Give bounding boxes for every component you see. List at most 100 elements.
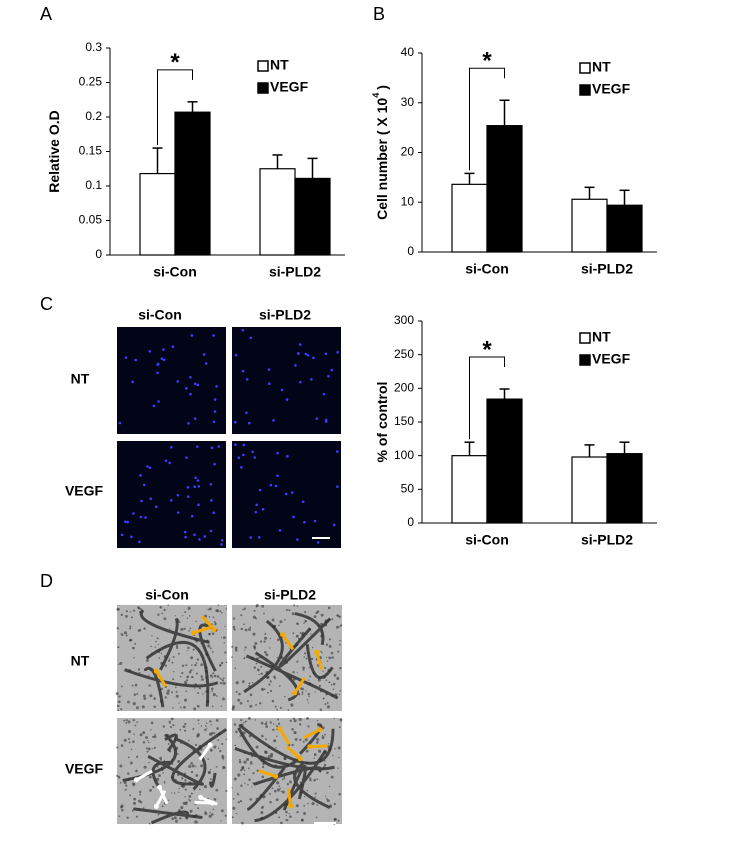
cell-speck [267, 755, 271, 759]
cell-speck [147, 747, 151, 751]
cell-speck [283, 618, 286, 621]
cell-speck [276, 656, 279, 659]
cell-speck [219, 610, 222, 613]
nucleus [204, 362, 208, 365]
nucleus [241, 328, 245, 332]
cell-speck [247, 716, 251, 720]
cell-speck [339, 625, 341, 628]
cell-speck [177, 760, 181, 764]
cell-speck [188, 615, 191, 617]
cell-speck [338, 726, 341, 729]
nucleus [162, 358, 166, 362]
nucleus [212, 334, 215, 337]
cell-speck [131, 684, 134, 687]
cell-speck [261, 775, 265, 779]
cell-speck [145, 747, 148, 750]
arrow-head [280, 632, 286, 638]
cell-speck [142, 807, 145, 809]
cell-speck [263, 612, 265, 615]
nucleus [209, 529, 213, 533]
cell-speck [149, 788, 152, 792]
cell-speck [181, 671, 184, 675]
cell-speck [264, 650, 267, 654]
nucleus [276, 451, 279, 455]
cell-speck [152, 735, 155, 738]
arrow-head [273, 773, 279, 779]
y-tick-label: 10 [401, 194, 415, 208]
cell-speck [205, 722, 208, 725]
cell-speck [159, 605, 162, 609]
cell-speck [185, 679, 189, 682]
cell-speck [240, 627, 244, 631]
y-tick-label: 0.3 [85, 40, 102, 54]
significance-bracket [157, 69, 193, 146]
cell-speck [174, 819, 178, 823]
cell-speck [133, 801, 137, 805]
cell-speck [255, 662, 258, 665]
cell-speck [231, 707, 235, 711]
cell-speck [196, 704, 200, 708]
cell-speck [289, 780, 292, 784]
cell-speck [244, 720, 247, 723]
cell-speck [261, 604, 265, 608]
cell-speck [210, 731, 214, 735]
legend-label: VEGF [592, 351, 631, 367]
cell-speck [252, 772, 255, 775]
nucleus [332, 523, 336, 527]
cell-speck [316, 719, 319, 722]
cell-speck [220, 678, 222, 680]
legend-label: NT [592, 329, 611, 345]
cell-speck [225, 608, 228, 610]
nucleus [134, 358, 138, 362]
nucleus [131, 380, 134, 384]
y-axis-label: Cell number ( X 104) [371, 85, 389, 220]
x-tick-label: si-Con [153, 264, 197, 280]
legend-label: NT [592, 59, 611, 75]
cell-speck [305, 690, 307, 692]
cell-speck [316, 741, 319, 744]
cell-speck [117, 700, 121, 704]
cell-speck [177, 652, 180, 655]
cell-speck [133, 733, 135, 735]
y-tick-label: 100 [394, 448, 414, 462]
nucleus [274, 484, 278, 488]
cell-speck [322, 670, 324, 672]
arrow-head [198, 794, 204, 800]
cell-speck [151, 635, 153, 637]
cell-speck [123, 781, 127, 785]
cell-speck [212, 616, 215, 619]
cell-speck [221, 742, 224, 746]
micrograph [117, 441, 226, 548]
cell-speck [213, 732, 216, 735]
cell-speck [213, 620, 216, 623]
bar [606, 453, 643, 524]
nucleus [187, 422, 190, 425]
cell-speck [148, 761, 150, 764]
cell-speck [328, 645, 332, 648]
nucleus [313, 519, 317, 523]
cell-speck [271, 787, 274, 790]
cell-speck [336, 676, 340, 680]
cell-speck [198, 722, 200, 725]
cell-speck [295, 804, 299, 808]
cell-speck [304, 738, 308, 742]
cell-speck [201, 678, 204, 681]
cell-speck [209, 647, 212, 650]
cell-speck [286, 783, 290, 786]
cell-speck [320, 613, 324, 617]
cell-speck [288, 609, 291, 612]
row-label: VEGF [65, 483, 104, 499]
cell-speck [190, 664, 193, 666]
nucleus [149, 497, 153, 501]
significance-bracket [469, 67, 505, 171]
cell-speck [269, 680, 272, 683]
cell-speck [203, 785, 208, 789]
cell-speck [150, 645, 152, 648]
cell-speck [146, 750, 149, 753]
nucleus [156, 371, 159, 375]
cell-speck [211, 705, 214, 708]
legend-label: NT [270, 57, 289, 73]
cell-speck [204, 811, 207, 813]
cell-speck [243, 760, 247, 764]
nucleus [267, 368, 271, 371]
